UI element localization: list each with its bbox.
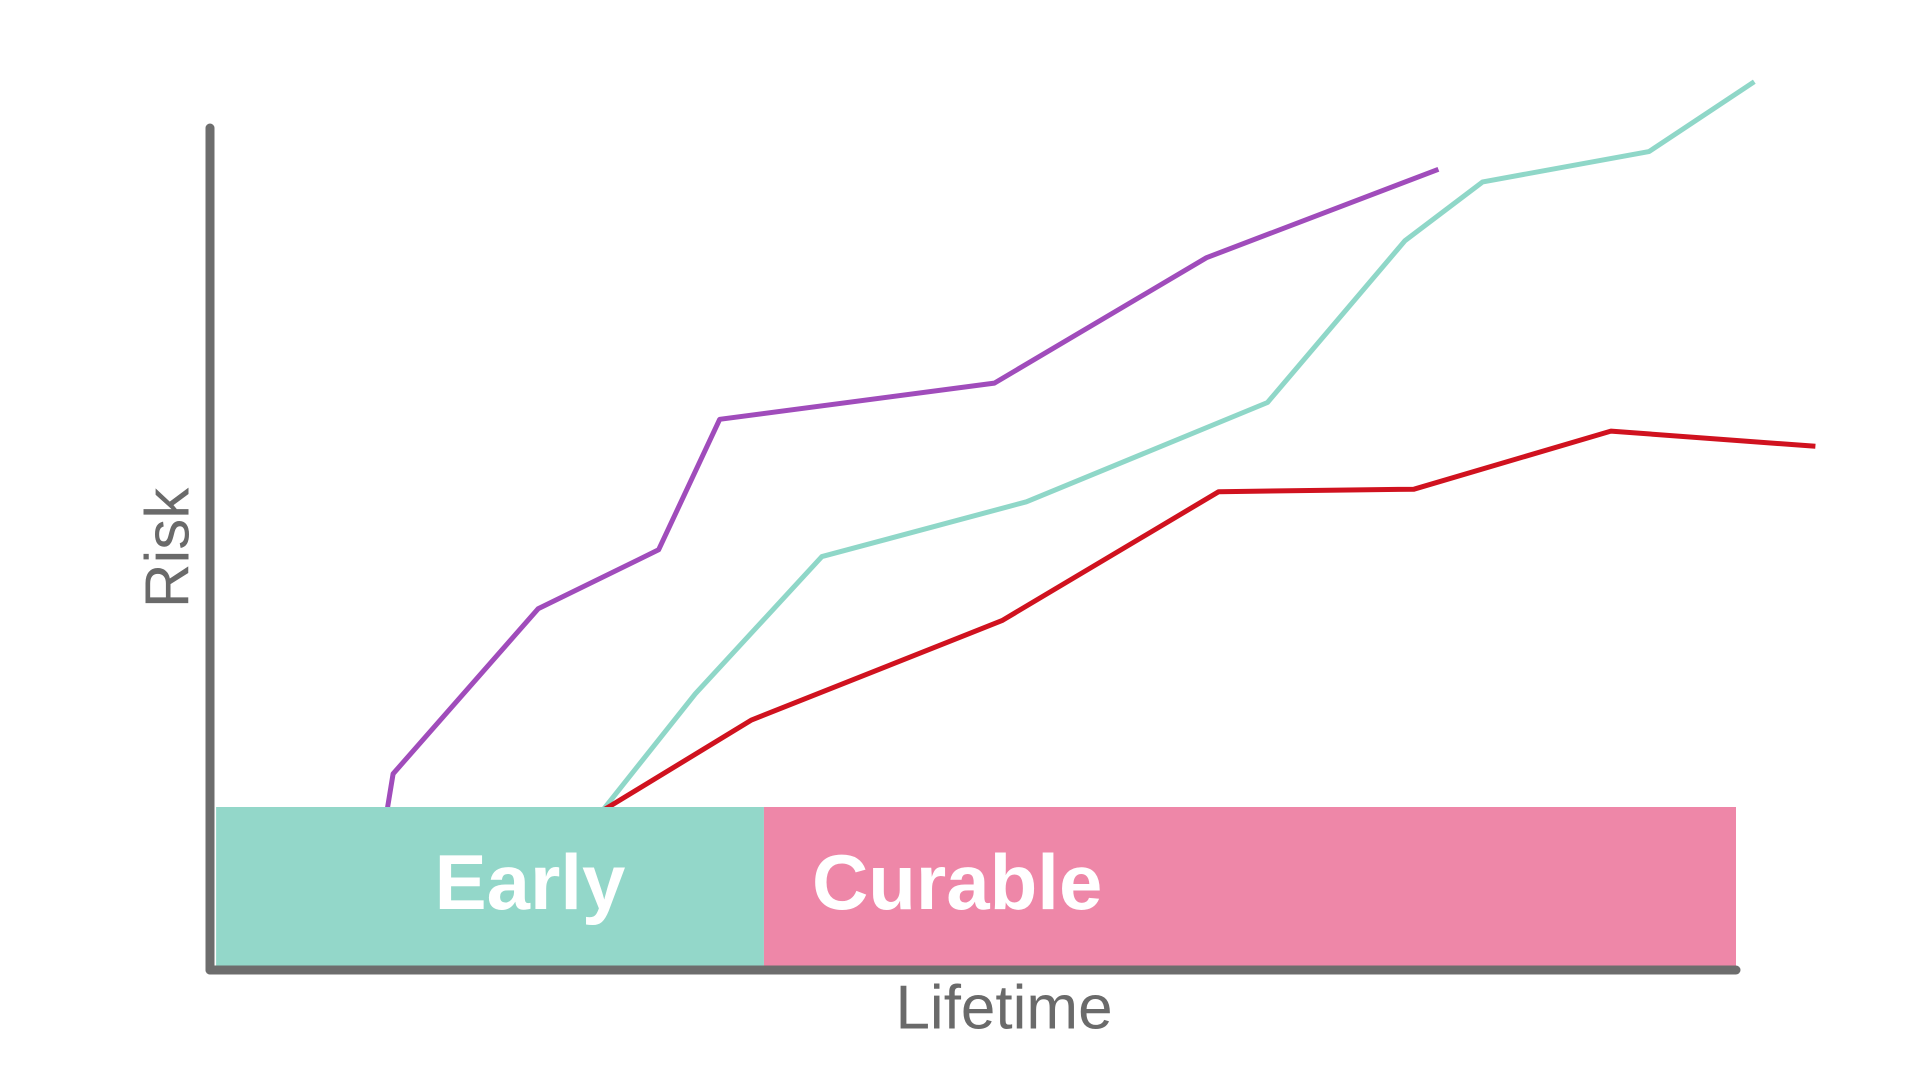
band-label: Curable xyxy=(812,838,1102,926)
x-axis-title: Lifetime xyxy=(895,973,1112,1042)
series-line xyxy=(384,166,1440,812)
series-line xyxy=(600,428,1816,814)
y-axis-title: Risk xyxy=(133,487,202,609)
band xyxy=(216,807,764,966)
series-line xyxy=(600,79,1756,813)
lines xyxy=(384,79,1816,814)
bands: Early Curable xyxy=(216,807,1736,966)
band-label: Early xyxy=(435,838,626,926)
axes xyxy=(205,123,1741,975)
band xyxy=(763,807,1736,966)
